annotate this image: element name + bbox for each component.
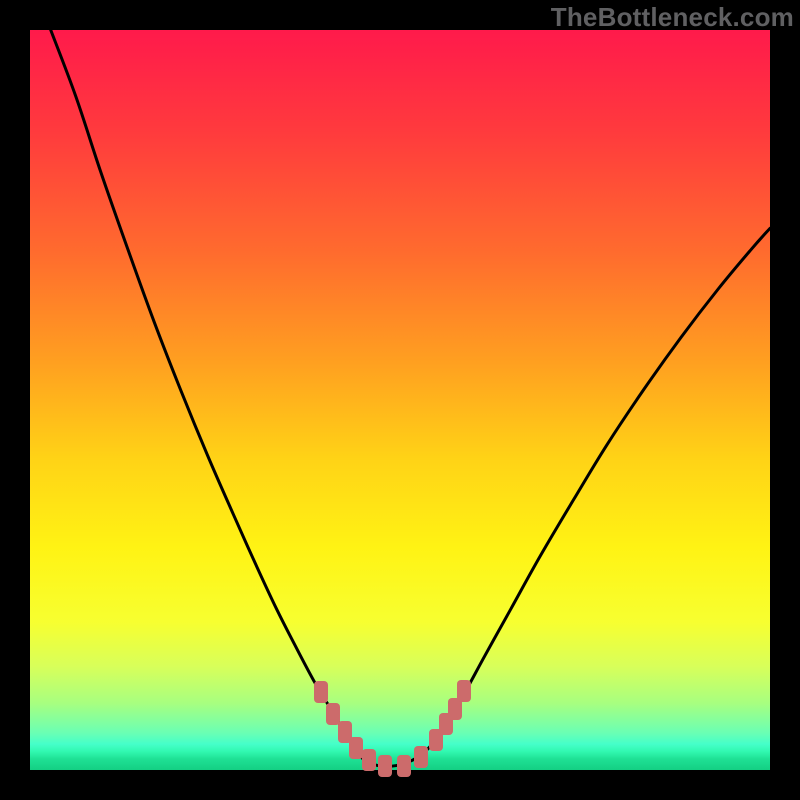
curve-right — [354, 228, 770, 766]
curve-left — [51, 30, 353, 743]
chart-frame: TheBottleneck.com — [0, 0, 800, 800]
valley-marker — [397, 755, 411, 777]
valley-marker — [314, 681, 328, 703]
gradient-and-curves-svg — [30, 30, 770, 770]
valley-marker — [362, 749, 376, 771]
valley-marker — [378, 755, 392, 777]
valley-marker — [349, 737, 363, 759]
valley-marker — [457, 680, 471, 702]
plot-area — [30, 30, 770, 770]
watermark-text: TheBottleneck.com — [551, 2, 794, 33]
valley-marker — [414, 746, 428, 768]
gradient-background — [30, 30, 770, 770]
valley-marker — [326, 703, 340, 725]
